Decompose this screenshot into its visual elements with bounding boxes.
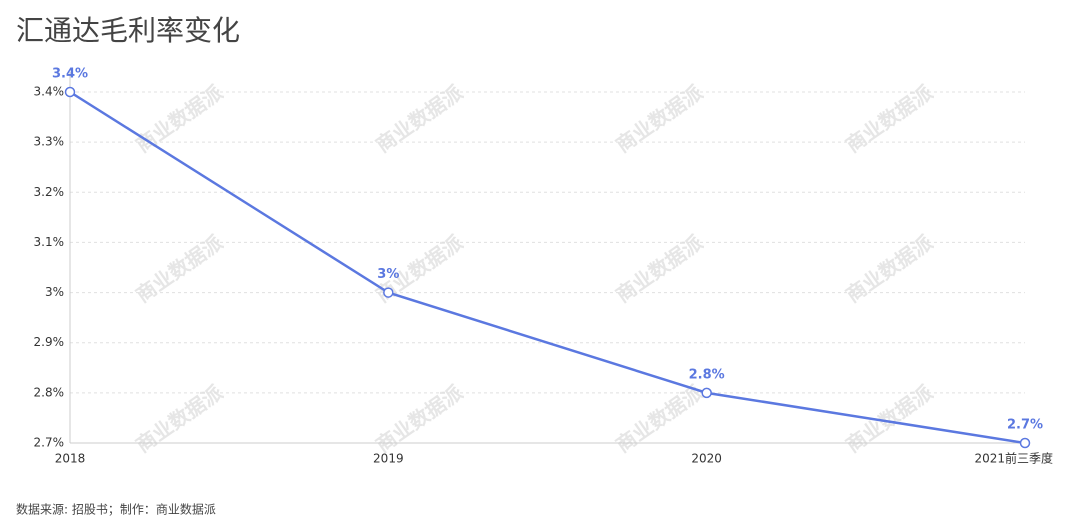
watermark: 商业数据派 xyxy=(131,80,228,158)
value-label: 2.8% xyxy=(689,367,725,382)
value-label: 3% xyxy=(377,267,399,282)
watermark: 商业数据派 xyxy=(841,380,938,458)
source-note: 数据来源: 招股书；制作：商业数据派 xyxy=(16,502,216,517)
line xyxy=(69,90,1026,445)
watermark: 商业数据派 xyxy=(611,80,708,158)
value-label: 3.4% xyxy=(52,67,88,82)
point xyxy=(701,387,712,399)
y-tick-label: 2.8% xyxy=(34,385,65,399)
y-tick-label: 2.7% xyxy=(34,436,65,450)
watermark: 商业数据派 xyxy=(841,80,938,158)
value-label: 2.7% xyxy=(1007,418,1043,433)
x-tick-label: 2020 xyxy=(691,452,722,466)
y-tick-label: 3.4% xyxy=(34,85,65,99)
point xyxy=(1019,437,1031,449)
watermark: 商业数据派 xyxy=(131,380,228,458)
y-tick-label: 3.2% xyxy=(34,185,65,199)
y-tick-label: 2.9% xyxy=(34,335,65,349)
point xyxy=(383,287,394,298)
y-tick-label: 3.1% xyxy=(34,235,65,249)
watermark: 商业数据派 xyxy=(371,80,468,158)
x-tick-label: 2018 xyxy=(55,452,86,466)
point xyxy=(64,86,76,98)
y-tick-label: 3% xyxy=(45,285,64,299)
chart-title: 汇通达毛利率变化 xyxy=(16,14,240,47)
watermark: 商业数据派 xyxy=(611,230,708,308)
watermark: 商业数据派 xyxy=(131,230,228,308)
x-tick-label: 2019 xyxy=(373,452,404,466)
watermark: 商业数据派 xyxy=(371,380,468,458)
y-tick-label: 3.3% xyxy=(34,135,65,149)
x-tick-label: 2021前三季度 xyxy=(974,451,1053,466)
watermark: 商业数据派 xyxy=(611,380,708,458)
watermark: 商业数据派 xyxy=(841,230,938,308)
